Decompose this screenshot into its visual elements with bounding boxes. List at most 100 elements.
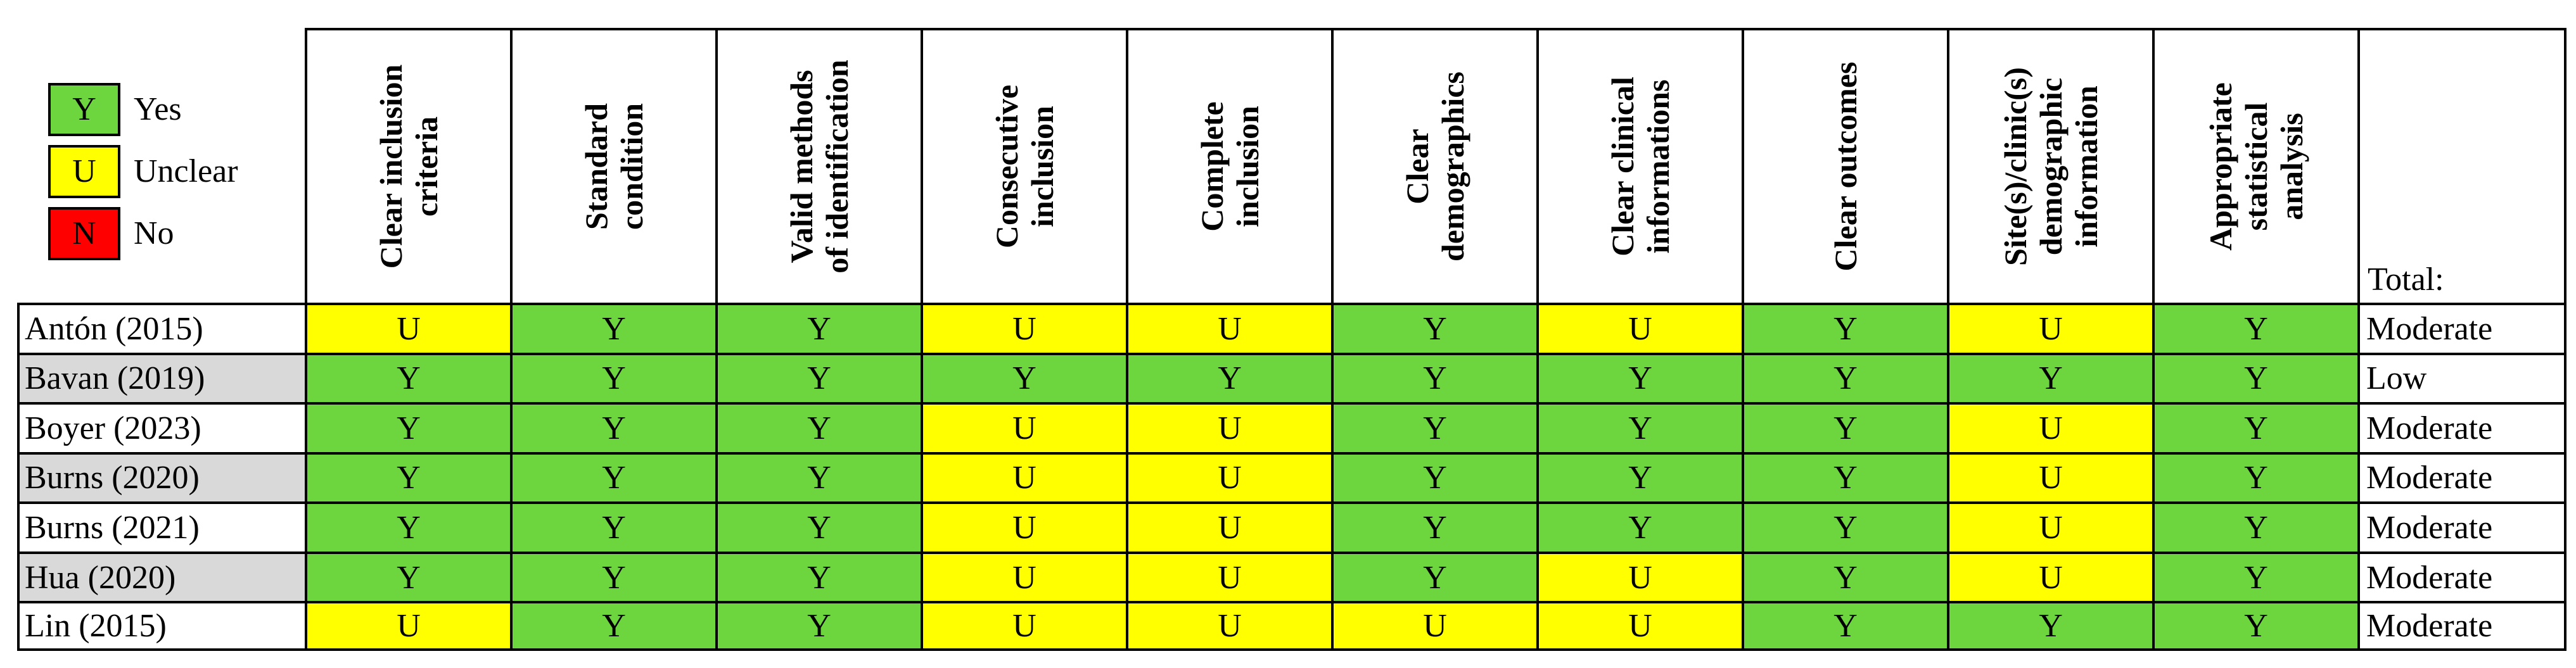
- rating-cell: Y: [1947, 352, 2152, 403]
- rating-cell: Y: [715, 402, 921, 452]
- rating-cell: Y: [305, 501, 510, 551]
- column-header: Clear outcomes: [1742, 28, 1947, 303]
- column-header: Complete inclusion: [1126, 28, 1331, 303]
- column-header: Consecutive inclusion: [921, 28, 1126, 303]
- rating-cell: U: [1126, 551, 1331, 602]
- column-header-line: condition: [614, 103, 649, 230]
- column-header: Appropriate statistical analysis: [2152, 28, 2357, 303]
- column-header-text: Valid methods of identification: [784, 37, 855, 296]
- legend-label-unclear: Unclear: [134, 153, 238, 189]
- column-header-line: Clear inclusion: [373, 64, 409, 269]
- total-cell: Moderate: [2357, 402, 2566, 452]
- rating-cell: Y: [2152, 352, 2357, 403]
- column-header-line: analysis: [2274, 113, 2309, 220]
- rating-cell: Y: [2152, 303, 2357, 353]
- rating-cell: U: [1126, 501, 1331, 551]
- rating-cell: Y: [510, 501, 715, 551]
- column-header: Clear clinical informations: [1536, 28, 1742, 303]
- column-header-line: criteria: [409, 116, 444, 217]
- rating-cell: Y: [715, 601, 921, 651]
- rating-cell: U: [1536, 551, 1742, 602]
- rating-cell: Y: [2152, 402, 2357, 452]
- study-name: Boyer (2023): [17, 402, 305, 452]
- total-cell: Moderate: [2357, 451, 2566, 502]
- column-header-text: Consecutive inclusion: [989, 37, 1060, 296]
- rating-cell: Y: [1536, 451, 1742, 502]
- rating-cell: U: [305, 601, 510, 651]
- study-name: Antón (2015): [17, 303, 305, 353]
- rating-cell: Y: [1742, 451, 1947, 502]
- rating-cell: U: [1947, 501, 2152, 551]
- legend-label-no: No: [134, 215, 174, 251]
- rating-cell: U: [1126, 451, 1331, 502]
- column-header-line: demographic: [2033, 77, 2069, 256]
- column-header: Clear inclusion criteria: [305, 28, 510, 303]
- rating-cell: Y: [1331, 451, 1536, 502]
- rating-cell: Y: [1536, 402, 1742, 452]
- study-name: Lin (2015): [17, 601, 305, 651]
- column-header: Valid methods of identification: [715, 28, 921, 303]
- rating-cell: Y: [1331, 501, 1536, 551]
- rating-cell: Y: [715, 352, 921, 403]
- rating-cell: U: [1126, 601, 1331, 651]
- legend-item-unclear: U Unclear: [48, 145, 251, 198]
- rating-cell: U: [1947, 303, 2152, 353]
- legend-swatch-unclear: U: [48, 145, 120, 198]
- column-header-line: Appropriate: [2203, 82, 2238, 251]
- rating-cell: Y: [510, 352, 715, 403]
- column-header-line: inclusion: [1024, 106, 1060, 227]
- rating-cell: U: [1947, 402, 2152, 452]
- rating-cell: U: [921, 303, 1126, 353]
- total-header: Total:: [2357, 28, 2566, 303]
- rating-cell: U: [921, 402, 1126, 452]
- rating-cell: Y: [2152, 601, 2357, 651]
- column-header-line: statistical: [2238, 102, 2274, 231]
- total-header-label: Total:: [2368, 262, 2444, 298]
- total-cell: Moderate: [2357, 501, 2566, 551]
- rating-cell: Y: [2152, 451, 2357, 502]
- study-name: Bavan (2019): [17, 352, 305, 403]
- rating-cell: Y: [2152, 501, 2357, 551]
- column-header-line: Clear clinical: [1605, 77, 1640, 256]
- rating-cell: U: [1126, 402, 1331, 452]
- rating-cell: Y: [1742, 551, 1947, 602]
- total-cell: Moderate: [2357, 551, 2566, 602]
- column-header-line: of identification: [819, 60, 855, 274]
- column-header-text: Clear inclusion criteria: [373, 37, 444, 296]
- study-name: Hua (2020): [17, 551, 305, 602]
- rating-cell: U: [1331, 601, 1536, 651]
- rating-cell: U: [1126, 303, 1331, 353]
- total-cell: Moderate: [2357, 601, 2566, 651]
- rating-cell: Y: [305, 352, 510, 403]
- rating-cell: Y: [1742, 501, 1947, 551]
- column-header-line: Consecutive: [989, 84, 1024, 249]
- column-header-text: Clear clinical informations: [1605, 37, 1676, 296]
- column-header-line: Standard: [578, 103, 614, 230]
- rating-cell: Y: [1742, 352, 1947, 403]
- rating-cell: Y: [1331, 352, 1536, 403]
- total-cell: Moderate: [2357, 303, 2566, 353]
- rating-cell: Y: [1742, 303, 1947, 353]
- column-header: Standard condition: [510, 28, 715, 303]
- legend-item-no: N No: [48, 207, 251, 260]
- rating-cell: Y: [1331, 303, 1536, 353]
- legend-item-yes: Y Yes: [48, 83, 251, 136]
- column-header-line: Site(s)/clinic(s): [1998, 67, 2033, 266]
- rating-cell: Y: [1947, 601, 2152, 651]
- rating-cell: Y: [305, 451, 510, 502]
- rating-cell: Y: [510, 551, 715, 602]
- rating-cell: Y: [510, 402, 715, 452]
- rating-cell: Y: [921, 352, 1126, 403]
- column-header-text: Clear outcomes: [1828, 37, 1863, 296]
- legend-swatch-no: N: [48, 207, 120, 260]
- rating-cell: Y: [1742, 402, 1947, 452]
- rating-cell: Y: [305, 402, 510, 452]
- rating-cell: Y: [510, 601, 715, 651]
- column-header-line: Valid methods: [784, 70, 819, 263]
- column-header-text: Site(s)/clinic(s) demographic information: [1998, 37, 2104, 296]
- column-header-line: inclusion: [1230, 106, 1265, 227]
- column-header-text: Complete inclusion: [1194, 37, 1265, 296]
- rating-cell: U: [1536, 601, 1742, 651]
- table-corner: [17, 28, 305, 303]
